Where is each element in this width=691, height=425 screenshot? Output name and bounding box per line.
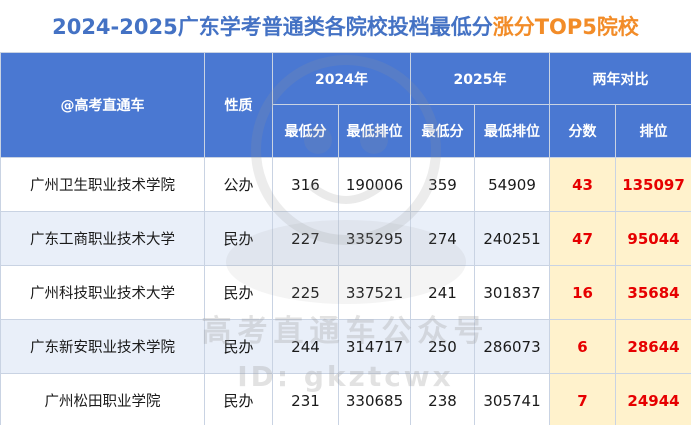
header-rank-diff: 排位 [615, 104, 691, 158]
rank-2024: 314717 [338, 319, 411, 374]
school-name: 广州卫生职业技术学院 [0, 157, 205, 212]
score-2024: 244 [272, 319, 339, 374]
rank-2025: 305741 [474, 373, 550, 425]
rank-2025: 286073 [474, 319, 550, 374]
table-row: 广州科技职业技术大学 民办 225 337521 241 301837 16 3… [0, 265, 691, 320]
rank-2025: 301837 [474, 265, 550, 320]
score-diff: 16 [549, 265, 616, 320]
school-type: 民办 [204, 319, 273, 374]
rank-diff: 135097 [615, 157, 691, 212]
score-diff: 7 [549, 373, 616, 425]
school-name: 广东新安职业技术学院 [0, 319, 205, 374]
score-2025: 359 [410, 157, 475, 212]
rank-diff: 28644 [615, 319, 691, 374]
header-min-rank-2024: 最低排位 [338, 104, 411, 158]
title-highlight: 涨分TOP5院校 [492, 15, 639, 39]
rank-2024: 190006 [338, 157, 411, 212]
score-table: @高考直通车 性质 2024年 2025年 两年对比 最低分 最低排位 最低分 … [0, 52, 691, 425]
rank-2024: 335295 [338, 211, 411, 266]
header-min-score-2025: 最低分 [410, 104, 475, 158]
table-row: 广东新安职业技术学院 民办 244 314717 250 286073 6 28… [0, 319, 691, 374]
header-score-diff: 分数 [549, 104, 616, 158]
header-year-2024: 2024年 [272, 52, 411, 105]
score-2025: 274 [410, 211, 475, 266]
table-row: 广州卫生职业技术学院 公办 316 190006 359 54909 43 13… [0, 157, 691, 212]
rank-2024: 330685 [338, 373, 411, 425]
rank-2025: 54909 [474, 157, 550, 212]
score-2024: 227 [272, 211, 339, 266]
header-compare: 两年对比 [549, 52, 691, 105]
table-header: @高考直通车 性质 2024年 2025年 两年对比 最低分 最低排位 最低分 … [0, 52, 691, 158]
rank-diff: 35684 [615, 265, 691, 320]
table-row: 广东工商职业技术大学 民办 227 335295 274 240251 47 9… [0, 211, 691, 266]
school-type: 民办 [204, 265, 273, 320]
school-name: 广州科技职业技术大学 [0, 265, 205, 320]
score-diff: 43 [549, 157, 616, 212]
score-diff: 47 [549, 211, 616, 266]
school-type: 民办 [204, 373, 273, 425]
header-year-2025: 2025年 [410, 52, 550, 105]
school-name: 广州松田职业学院 [0, 373, 205, 425]
title-main: 2024-2025广东学考普通类各院校投档最低分 [52, 15, 493, 39]
score-2024: 316 [272, 157, 339, 212]
score-diff: 6 [549, 319, 616, 374]
page-title: 2024-2025广东学考普通类各院校投档最低分 涨分TOP5院校 [0, 0, 691, 52]
score-2024: 225 [272, 265, 339, 320]
header-min-rank-2025: 最低排位 [474, 104, 550, 158]
rank-2024: 337521 [338, 265, 411, 320]
school-name: 广东工商职业技术大学 [0, 211, 205, 266]
header-school: @高考直通车 [0, 52, 205, 158]
school-type: 民办 [204, 211, 273, 266]
table-row: 广州松田职业学院 民办 231 330685 238 305741 7 2494… [0, 373, 691, 425]
rank-2025: 240251 [474, 211, 550, 266]
score-2025: 238 [410, 373, 475, 425]
rank-diff: 95044 [615, 211, 691, 266]
header-type: 性质 [204, 52, 273, 158]
table-body: 广州卫生职业技术学院 公办 316 190006 359 54909 43 13… [0, 157, 691, 425]
school-type: 公办 [204, 157, 273, 212]
score-2025: 241 [410, 265, 475, 320]
score-2024: 231 [272, 373, 339, 425]
score-2025: 250 [410, 319, 475, 374]
rank-diff: 24944 [615, 373, 691, 425]
header-min-score-2024: 最低分 [272, 104, 339, 158]
